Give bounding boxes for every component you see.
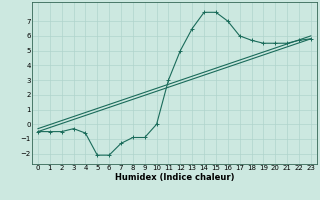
X-axis label: Humidex (Indice chaleur): Humidex (Indice chaleur) <box>115 173 234 182</box>
